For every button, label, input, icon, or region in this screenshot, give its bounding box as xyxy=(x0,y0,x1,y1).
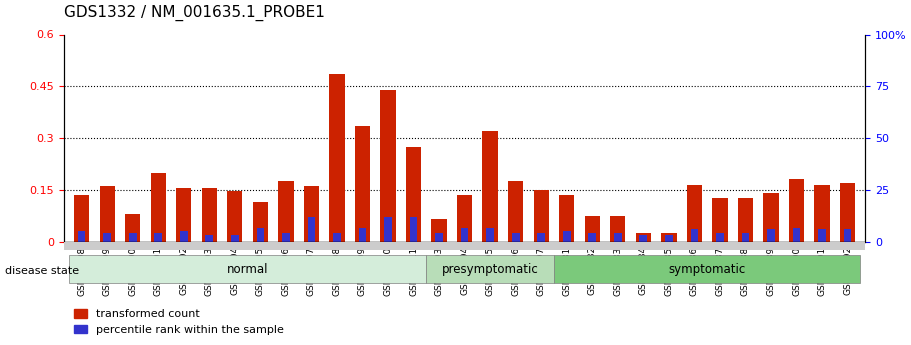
Text: disease state: disease state xyxy=(5,266,78,276)
Bar xyxy=(410,217,417,241)
Bar xyxy=(176,188,191,241)
Bar xyxy=(201,188,217,241)
Bar xyxy=(125,214,140,242)
Bar xyxy=(814,185,830,242)
Text: symptomatic: symptomatic xyxy=(669,263,746,276)
Bar xyxy=(486,228,494,242)
Bar xyxy=(585,216,600,242)
Bar xyxy=(74,195,89,242)
Bar xyxy=(435,233,443,242)
Bar xyxy=(329,74,344,242)
Bar xyxy=(763,193,779,242)
Bar xyxy=(227,191,242,242)
Bar xyxy=(406,147,421,242)
Bar xyxy=(712,198,728,241)
Bar xyxy=(716,233,723,242)
Bar xyxy=(534,190,548,242)
FancyBboxPatch shape xyxy=(69,255,426,283)
Bar xyxy=(257,228,264,242)
Bar xyxy=(512,233,519,242)
FancyBboxPatch shape xyxy=(426,255,554,283)
Bar xyxy=(665,235,672,242)
Bar xyxy=(840,183,855,242)
Bar xyxy=(818,229,826,241)
Bar xyxy=(150,172,166,242)
Bar xyxy=(589,233,596,242)
Bar xyxy=(278,181,293,241)
Bar xyxy=(381,90,395,242)
Bar xyxy=(793,228,801,242)
Bar xyxy=(661,233,677,242)
Bar xyxy=(461,228,468,242)
Bar xyxy=(359,228,366,242)
Bar xyxy=(687,185,702,242)
Bar xyxy=(99,186,115,242)
Text: normal: normal xyxy=(227,263,269,276)
Bar xyxy=(128,233,137,242)
Bar xyxy=(742,233,749,242)
Bar xyxy=(636,233,651,242)
Bar xyxy=(767,229,775,241)
Bar xyxy=(614,233,621,242)
Bar xyxy=(308,217,315,241)
Text: GDS1332 / NM_001635.1_PROBE1: GDS1332 / NM_001635.1_PROBE1 xyxy=(64,4,324,21)
Bar xyxy=(103,233,111,242)
Text: presymptomatic: presymptomatic xyxy=(442,263,538,276)
Bar xyxy=(180,231,188,241)
Bar xyxy=(483,131,497,241)
Legend: transformed count, percentile rank within the sample: transformed count, percentile rank withi… xyxy=(69,305,288,339)
Bar xyxy=(77,231,86,241)
FancyBboxPatch shape xyxy=(554,255,860,283)
Bar xyxy=(303,186,319,242)
Bar xyxy=(691,229,698,241)
Bar xyxy=(844,229,852,241)
Bar xyxy=(354,126,370,242)
Bar xyxy=(640,235,647,242)
Bar xyxy=(252,202,268,242)
FancyBboxPatch shape xyxy=(64,241,865,250)
Bar xyxy=(333,233,341,242)
Bar xyxy=(563,231,570,241)
Bar xyxy=(154,233,162,242)
Bar xyxy=(432,219,446,242)
Bar xyxy=(206,235,213,242)
Bar xyxy=(537,233,545,242)
Bar xyxy=(789,179,804,242)
Bar xyxy=(559,195,575,242)
Bar xyxy=(610,216,626,242)
Bar xyxy=(282,233,290,242)
Bar xyxy=(231,235,239,242)
Bar xyxy=(457,195,472,242)
Bar xyxy=(384,217,392,241)
Bar xyxy=(738,198,753,241)
Bar xyxy=(508,181,523,241)
